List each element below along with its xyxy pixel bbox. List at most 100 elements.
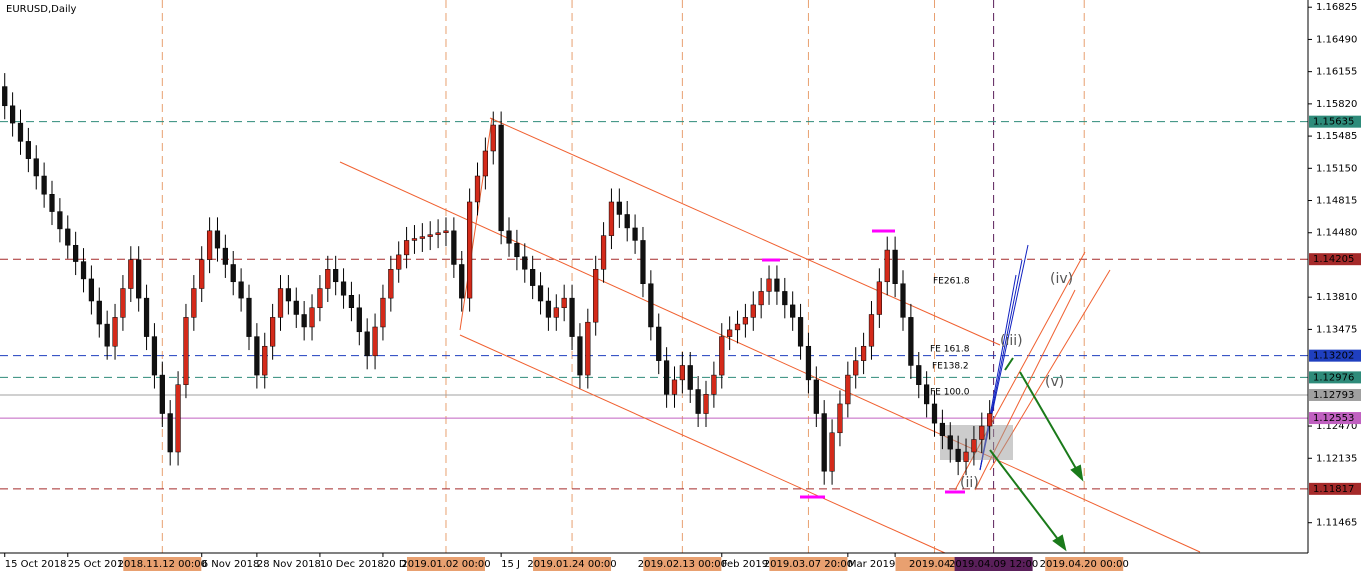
separator-box <box>769 557 848 571</box>
candle-body <box>971 439 977 453</box>
candle-body <box>766 278 772 292</box>
candle-body <box>451 230 457 265</box>
arrow-head <box>1052 534 1067 552</box>
y-tick-label: 1.11465 <box>1316 518 1357 529</box>
separator-label: 2019.04.09 12:00 <box>949 559 1038 570</box>
x-tick-label: Mar 2019 <box>848 559 896 570</box>
candle-body <box>600 235 607 270</box>
price-level-box <box>1309 115 1361 128</box>
y-tick-label: 1.15485 <box>1316 131 1357 142</box>
candle-body <box>80 261 87 280</box>
channel-line <box>339 161 1201 553</box>
candle-body <box>128 259 134 289</box>
candle-body <box>443 230 449 233</box>
candle-body <box>136 259 142 299</box>
arrow <box>1004 357 1014 371</box>
candle-body <box>199 259 205 289</box>
price-level-label: 1.15635 <box>1313 117 1354 128</box>
price-level-label: 1.12553 <box>1313 413 1354 424</box>
candle-body <box>608 201 615 236</box>
candle-body <box>900 283 906 318</box>
candle-body <box>254 336 260 376</box>
candle-body <box>238 281 244 299</box>
candle-body <box>419 236 425 239</box>
candles <box>2 73 993 485</box>
candle-body <box>553 307 559 318</box>
candle-body <box>569 297 575 337</box>
y-tick-label: 1.15150 <box>1316 163 1357 174</box>
x-tick-label: 20 D <box>383 559 407 570</box>
plot: FE261.8 FE 161.8 FE138.2 FE 100.0 (iv) (v) (ii… <box>0 0 1308 554</box>
candle-body <box>340 281 347 296</box>
candle-body <box>73 244 79 262</box>
candle-body <box>679 365 685 381</box>
candle-body <box>522 256 528 270</box>
candle-body <box>939 422 946 436</box>
chart-title: EURUSD,Daily <box>6 4 77 15</box>
candle-body <box>545 300 552 318</box>
candle-body <box>845 374 851 405</box>
candle-body <box>703 394 709 414</box>
price-axis-bg <box>1308 0 1362 576</box>
annotations: FE261.8 FE 161.8 FE138.2 FE 100.0 (iv) (v) (ii… <box>930 271 1073 491</box>
candle-body <box>892 249 898 284</box>
candle-body <box>876 281 882 315</box>
candle-body <box>388 269 394 299</box>
channel-line <box>459 334 946 554</box>
candle-body <box>96 300 102 325</box>
separator-label: 2019.02.13 00:00 <box>638 559 727 570</box>
candle-body <box>955 448 961 462</box>
candle-body <box>790 304 796 318</box>
candle-body <box>435 232 441 235</box>
arrow-head <box>1070 464 1084 482</box>
wave-label: (ii) <box>960 475 979 491</box>
separator-label: 2018.11.12 00:00 <box>118 559 207 570</box>
price-level-box <box>1309 482 1361 495</box>
candle-body <box>356 307 362 333</box>
candle-body <box>175 384 181 453</box>
price-level-box <box>1309 349 1361 362</box>
candle-body <box>427 234 433 237</box>
candle-body <box>734 323 741 331</box>
candle-body <box>514 243 520 258</box>
candle-body <box>963 451 969 462</box>
y-tick-label: 1.15820 <box>1316 99 1357 110</box>
y-tick-label: 1.12135 <box>1316 453 1357 464</box>
candle-body <box>750 304 756 318</box>
candle-body <box>214 230 221 249</box>
y-tick-label: 1.16155 <box>1316 67 1357 78</box>
candle-body <box>671 379 678 395</box>
candle-body <box>742 317 749 325</box>
candle-body <box>727 329 733 337</box>
candle-body <box>364 331 370 357</box>
candle-body <box>317 288 323 309</box>
axes: 1.16825 1.16490 1.16155 1.15820 1.15485 1.151… <box>4 2 1361 571</box>
x-tick-label: 15 Oct 2018 <box>5 559 67 570</box>
candle-body <box>577 336 583 376</box>
y-tick-label: 1.14480 <box>1316 228 1357 239</box>
y-tick-label: 1.16490 <box>1316 34 1357 45</box>
candle-body <box>758 291 764 306</box>
candle-body <box>813 379 819 414</box>
wave-label: (v) <box>1045 374 1064 390</box>
separator-label: 2019.01.02 00:00 <box>401 559 490 570</box>
candle-body <box>474 175 481 203</box>
separator-box <box>533 557 612 571</box>
y-tick-label: 1.14815 <box>1316 196 1357 207</box>
y-tick-label: 1.13475 <box>1316 324 1357 335</box>
candle-body <box>333 269 339 283</box>
price-level-label: 1.11817 <box>1313 484 1354 495</box>
price-level-box <box>1309 253 1361 266</box>
candle-body <box>293 300 299 315</box>
candle-body <box>33 158 39 177</box>
price-level-label: 1.13202 <box>1313 351 1354 362</box>
arrow <box>989 449 1061 543</box>
separator-box <box>895 557 974 571</box>
candle-body <box>309 307 315 328</box>
candle-body <box>9 105 16 124</box>
candle-body <box>498 124 504 232</box>
candle-body <box>987 413 993 427</box>
candle-body <box>301 314 307 328</box>
candle-body <box>49 194 55 212</box>
